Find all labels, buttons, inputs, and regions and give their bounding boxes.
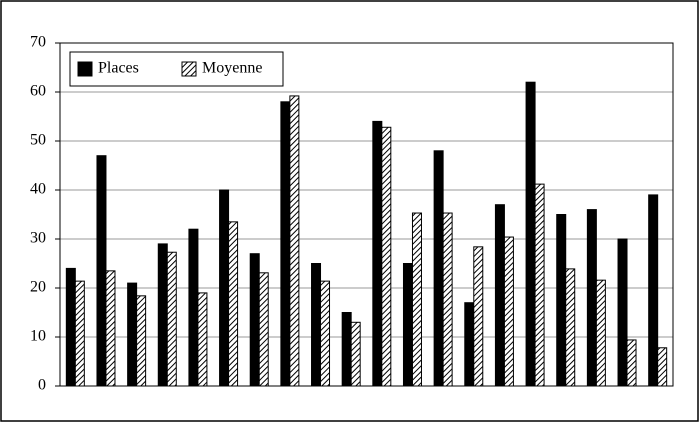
bar [617,238,628,387]
bar [258,272,269,387]
y-tick-label: 40 [30,181,46,198]
bar [188,228,199,387]
y-tick-label: 10 [30,328,46,345]
bar [197,292,208,387]
y-tick-label: 30 [30,230,46,247]
bar [402,263,413,387]
bar [494,204,505,387]
bar [626,339,637,387]
bar [341,312,352,387]
bar [350,321,361,387]
bar [311,263,322,387]
bar [473,246,484,387]
bar [228,221,239,387]
bar [464,302,475,387]
bar [534,183,545,387]
bar [648,194,659,387]
y-tick-label: 50 [30,132,46,149]
bar [411,212,422,387]
bar [65,267,76,387]
bar [157,243,168,387]
bar [280,101,291,387]
bar [127,282,138,387]
bar [320,280,331,387]
bar [105,270,116,387]
bar [96,155,107,387]
y-tick-label: 70 [30,34,46,51]
legend-swatch [77,61,93,77]
legend-label: Places [98,60,139,77]
bar [565,268,576,387]
bar [381,126,392,387]
y-tick-label: 20 [30,279,46,296]
bar [657,347,668,387]
bar [442,212,453,387]
y-tick-label: 60 [30,83,46,100]
y-tick-label: 0 [38,377,46,394]
bar [74,280,85,387]
legend-box [69,51,284,87]
bar [249,253,260,387]
bar [595,279,606,387]
legend-label: Moyenne [202,60,262,77]
bar [136,295,147,387]
bar [586,209,597,387]
bar [372,120,383,387]
plot-area [59,42,674,387]
bar [166,251,177,387]
bar [219,189,230,387]
legend-swatch [181,61,197,77]
bar [289,95,300,387]
bar [433,150,444,387]
bar [556,214,567,387]
bar [503,236,514,387]
bar [525,81,536,387]
